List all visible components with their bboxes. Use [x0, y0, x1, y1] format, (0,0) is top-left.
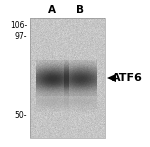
Polygon shape [107, 74, 116, 82]
Text: 97-: 97- [15, 31, 27, 41]
Text: ATF6: ATF6 [112, 73, 143, 83]
Text: A: A [48, 5, 56, 15]
Text: B: B [76, 5, 84, 15]
Text: 106-: 106- [10, 21, 27, 30]
Bar [30, 18, 105, 138]
Text: 50-: 50- [15, 111, 27, 120]
